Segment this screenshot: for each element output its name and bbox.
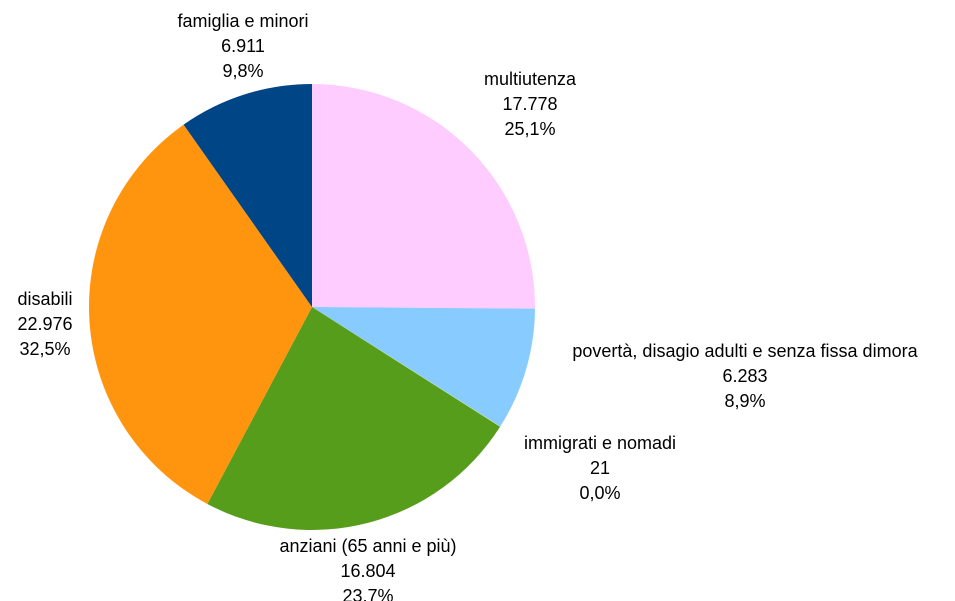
slice-percent: 23,7%	[342, 586, 393, 601]
slice-percent: 25,1%	[504, 119, 555, 139]
slice-percent: 8,9%	[724, 391, 765, 411]
slice-value: 6.283	[722, 366, 767, 386]
pie-slice	[312, 307, 501, 427]
slice-value: 21	[590, 458, 610, 478]
slice-percent: 0,0%	[579, 483, 620, 503]
slice-value: 17.778	[502, 94, 557, 114]
slice-label: anziani (65 anni e più)	[279, 536, 456, 556]
pie-slice	[312, 307, 535, 427]
slice-label: immigrati e nomadi	[524, 433, 676, 453]
slice-label: povertà, disagio adulti e senza fissa di…	[572, 341, 918, 361]
pie-slice	[312, 84, 535, 309]
slice-value: 6.911	[221, 36, 265, 56]
pie-slice	[207, 307, 501, 530]
slice-value: 16.804	[340, 561, 395, 581]
pie-slice	[183, 84, 312, 307]
slice-label: disabili	[17, 289, 72, 309]
slice-label: famiglia e minori	[177, 11, 308, 31]
slice-value: 22.976	[17, 314, 72, 334]
slice-percent: 9,8%	[222, 61, 263, 81]
slice-percent: 32,5%	[19, 339, 70, 359]
pie-slice	[88, 124, 312, 504]
slice-label: multiutenza	[484, 69, 577, 89]
